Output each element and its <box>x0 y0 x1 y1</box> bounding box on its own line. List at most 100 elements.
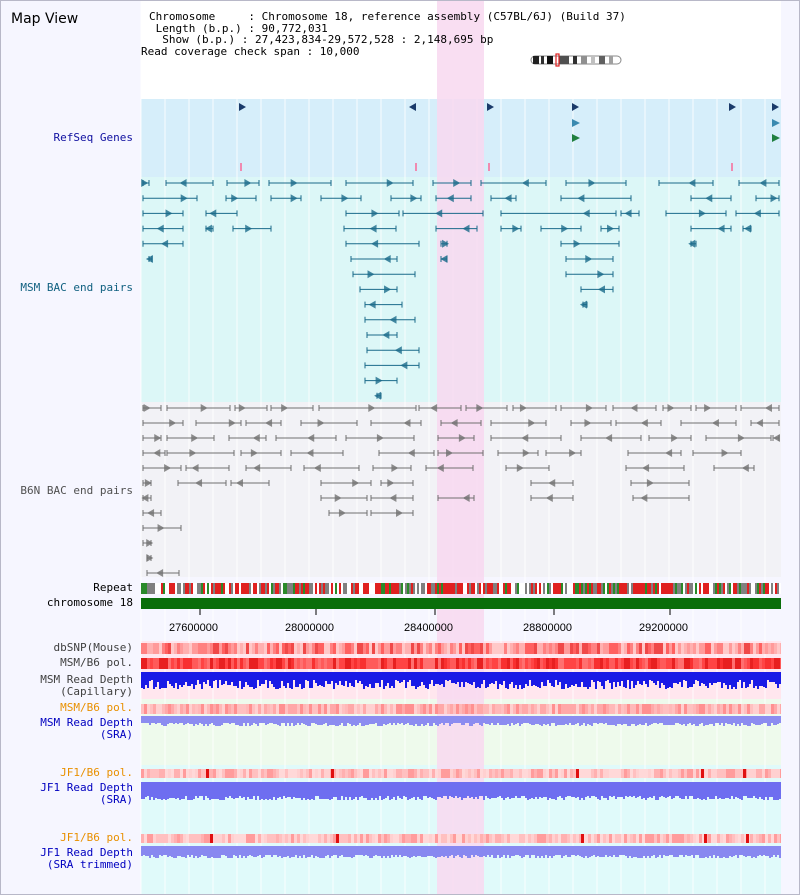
msm-depth-sra-bar <box>715 716 717 723</box>
jf1-depth-trimmed-bar <box>569 846 571 857</box>
repeat-block <box>687 583 689 594</box>
msm-bac-pair <box>435 209 443 218</box>
b6n-bac-pair <box>157 524 165 532</box>
dbsnp-heat <box>405 643 408 654</box>
track-label-dbsnp[interactable]: dbSNP(Mouse) <box>53 641 133 654</box>
jf1-pol2-heat <box>183 834 186 843</box>
msm-pol2-heat <box>504 704 507 714</box>
jf1-pol-heat <box>696 769 699 778</box>
repeat-block <box>701 583 703 594</box>
msm-depth-sra-bar <box>229 716 231 724</box>
track-label-jf1-depth-sra[interactable]: JF1 Read Depth (SRA) <box>40 781 133 806</box>
msm-pol-heat <box>483 658 486 669</box>
msm-depth-capillary-bar <box>573 672 575 686</box>
msm-depth-capillary-bar <box>181 672 183 687</box>
b6n-bac-pair <box>458 434 466 442</box>
track-label-b6n-bac[interactable]: B6N BAC end pairs <box>20 484 133 497</box>
jf1-pol2-heat <box>246 834 249 843</box>
msm-depth-capillary-bar <box>547 672 549 680</box>
jf1-pol-hotspot <box>331 769 334 778</box>
msm-bac-pair <box>521 179 529 187</box>
jf1-pol-heat <box>360 769 363 778</box>
repeat-block <box>739 583 741 594</box>
track-label-msm-depth-sra[interactable]: MSM Read Depth (SRA) <box>40 716 133 741</box>
msm-depth-capillary-bar <box>753 672 755 688</box>
jf1-pol2-heat <box>660 834 663 843</box>
jf1-pol-heat <box>549 769 552 778</box>
jf1-depth-trimmed-bar <box>507 846 509 855</box>
chromosome-ideogram[interactable] <box>529 53 625 67</box>
track-label-msm-depth-capillary[interactable]: MSM Read Depth (Capillary) <box>40 673 133 698</box>
jf1-pol-heat <box>453 769 456 778</box>
msm-depth-sra-bar <box>419 716 421 726</box>
msm-depth-sra-bar <box>485 716 487 724</box>
jf1-depth-sra-bar <box>719 782 721 798</box>
jf1-depth-trimmed-bar <box>349 846 351 857</box>
repeat-block <box>385 583 387 594</box>
jf1-pol-heat <box>669 769 672 778</box>
msm-depth-sra-bar <box>395 716 397 725</box>
show-line: Show (b.p.) : 27,423,834-29,572,528 : 2,… <box>149 33 494 46</box>
jf1-depth-sra-bar <box>749 782 751 798</box>
repeat-block <box>425 583 427 594</box>
track-label-jf1-b6-pol[interactable]: JF1/B6 pol. <box>60 766 133 779</box>
dbsnp-heat <box>252 643 255 654</box>
msm-depth-capillary-bar <box>263 672 265 684</box>
track-label-jf1-b6-pol-2[interactable]: JF1/B6 pol. <box>60 831 133 844</box>
jf1-depth-trimmed-bar <box>465 846 467 856</box>
msm-pol2-heat <box>699 704 702 714</box>
msm-depth-sra-bar <box>691 716 693 725</box>
msm-bac-pair <box>369 224 377 233</box>
track-label-msm-b6-pol[interactable]: MSM/B6 pol. <box>60 656 133 669</box>
msm-depth-capillary-bar <box>679 672 681 682</box>
jf1-pol2-heat <box>453 834 456 843</box>
msm-depth-capillary-bar <box>301 672 303 689</box>
track-label-jf1-depth-trimmed[interactable]: JF1 Read Depth (SRA trimmed) <box>40 846 133 871</box>
msm-depth-capillary-bar <box>231 672 233 682</box>
msm-depth-sra-bar <box>531 716 533 725</box>
jf1-depth-trimmed-bar <box>241 846 243 858</box>
msm-pol-heat <box>351 658 354 669</box>
jf1-pol2-heat <box>390 834 393 843</box>
repeat-block <box>509 583 511 594</box>
jf1-pol2-hotspot <box>336 834 339 843</box>
msm-depth-sra-bar <box>351 716 353 726</box>
jf1-depth-sra-bar <box>717 782 719 799</box>
jf1-pol-heat <box>309 769 312 778</box>
repeat-block <box>769 583 771 594</box>
track-label-msm-bac[interactable]: MSM BAC end pairs <box>20 281 133 294</box>
track-label-refseq[interactable]: RefSeq Genes <box>53 131 133 144</box>
jf1-depth-trimmed-bar <box>245 846 247 858</box>
dbsnp-heat <box>294 643 297 654</box>
jf1-depth-sra-bar <box>251 782 253 799</box>
msm-depth-sra-bar <box>335 716 337 726</box>
track-label-msm-b6-pol-2[interactable]: MSM/B6 pol. <box>60 701 133 714</box>
jf1-pol-heat <box>579 769 582 778</box>
jf1-pol2-heat <box>240 834 243 843</box>
track-label-repeat[interactable]: Repeat <box>93 581 133 594</box>
jf1-pol-heat <box>534 769 537 778</box>
repeat-block <box>497 583 499 594</box>
jf1-pol2-heat <box>303 834 306 843</box>
msm-depth-sra-bar <box>421 716 423 724</box>
repeat-block <box>427 583 429 594</box>
msm-pol-heat <box>744 658 747 669</box>
jf1-depth-sra-bar <box>669 782 671 796</box>
msm-bac-pair <box>753 209 761 218</box>
msm-depth-capillary-bar <box>493 672 495 684</box>
repeat-block <box>723 583 725 594</box>
b6n-bac-pair <box>569 449 577 457</box>
msm-pol-heat <box>447 658 450 669</box>
jf1-depth-trimmed-bar <box>761 846 763 856</box>
dbsnp-heat <box>441 643 444 654</box>
msm-depth-capillary-bar <box>253 672 255 689</box>
repeat-block <box>377 583 379 594</box>
msm-pol2-heat <box>390 704 393 714</box>
repeat-block <box>677 583 679 594</box>
jf1-pol2-heat <box>777 834 780 843</box>
repeat-block <box>277 583 279 594</box>
jf1-depth-sra-bar <box>177 782 179 798</box>
jf1-depth-trimmed-bar <box>447 846 449 858</box>
jf1-depth-trimmed-bar <box>397 846 399 857</box>
